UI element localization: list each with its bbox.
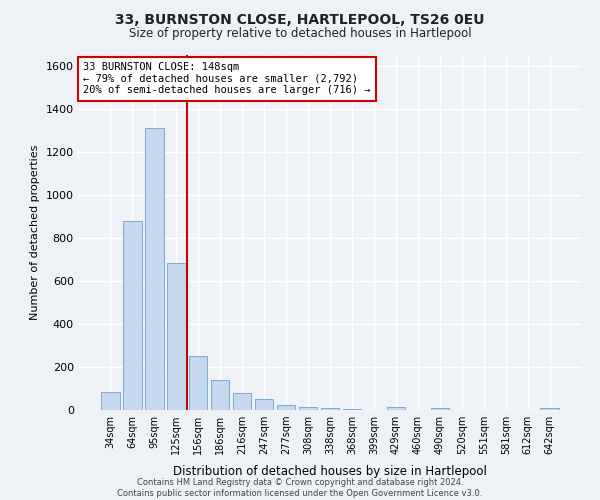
Bar	[277, 404, 295, 410]
Text: 33 BURNSTON CLOSE: 148sqm
← 79% of detached houses are smaller (2,792)
20% of se: 33 BURNSTON CLOSE: 148sqm ← 79% of detac…	[83, 62, 371, 96]
Bar	[145, 128, 164, 410]
Bar	[431, 408, 449, 410]
Bar	[189, 356, 208, 410]
Bar	[233, 393, 251, 410]
Bar	[167, 262, 185, 410]
Bar	[299, 407, 317, 410]
Bar	[211, 380, 229, 410]
Bar	[123, 220, 142, 410]
Text: Contains HM Land Registry data © Crown copyright and database right 2024.
Contai: Contains HM Land Registry data © Crown c…	[118, 478, 482, 498]
X-axis label: Distribution of detached houses by size in Hartlepool: Distribution of detached houses by size …	[173, 466, 487, 478]
Text: 33, BURNSTON CLOSE, HARTLEPOOL, TS26 0EU: 33, BURNSTON CLOSE, HARTLEPOOL, TS26 0EU	[115, 12, 485, 26]
Bar	[541, 408, 559, 410]
Bar	[343, 409, 361, 410]
Bar	[101, 392, 119, 410]
Bar	[320, 408, 340, 410]
Text: Size of property relative to detached houses in Hartlepool: Size of property relative to detached ho…	[128, 28, 472, 40]
Y-axis label: Number of detached properties: Number of detached properties	[30, 145, 40, 320]
Bar	[255, 399, 274, 410]
Bar	[386, 407, 405, 410]
